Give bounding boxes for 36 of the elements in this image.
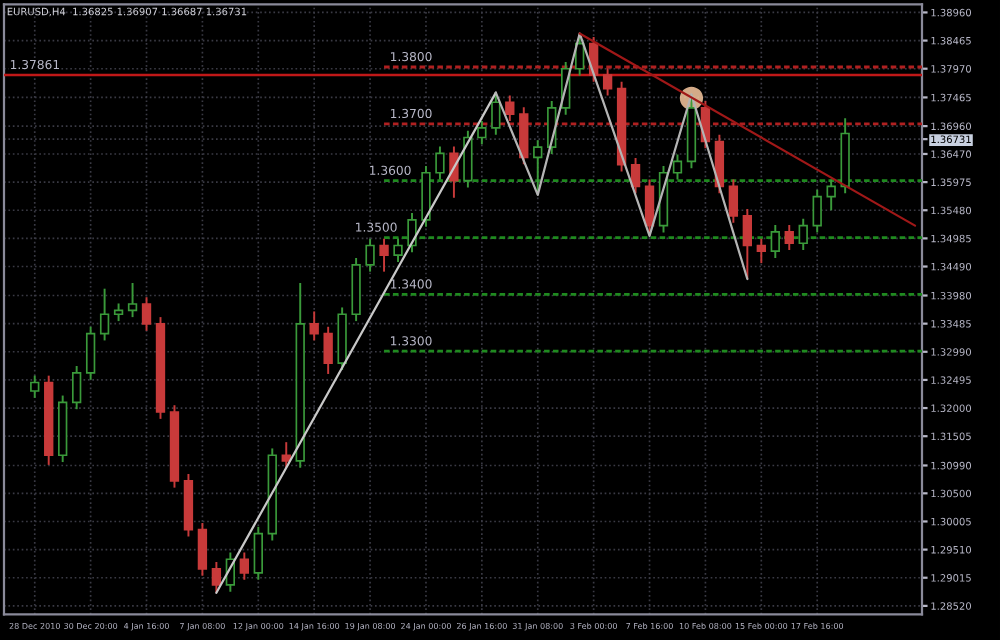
candlestick xyxy=(141,296,152,332)
candlestick xyxy=(602,67,613,97)
candlestick xyxy=(533,139,543,196)
candlestick xyxy=(812,188,822,234)
candlestick xyxy=(323,325,333,375)
candlestick xyxy=(435,145,445,181)
candlestick xyxy=(770,224,780,259)
candlestick xyxy=(477,120,487,146)
candlestick xyxy=(756,237,766,265)
candlestick xyxy=(672,153,683,181)
candlestick xyxy=(728,178,739,224)
candlestick xyxy=(239,551,250,581)
candlestick xyxy=(281,441,291,469)
candlestick xyxy=(379,237,389,273)
candlestick xyxy=(798,217,808,252)
candlestick xyxy=(309,310,319,342)
candlestick xyxy=(421,164,431,228)
candlestick xyxy=(505,94,515,122)
candlestick xyxy=(99,287,110,342)
candlestick xyxy=(393,237,403,263)
candlestick xyxy=(463,129,473,189)
candlestick xyxy=(826,178,836,212)
candlestick xyxy=(491,91,501,136)
candlestick xyxy=(365,237,375,273)
candlestick xyxy=(253,525,263,581)
candlestick xyxy=(85,325,96,381)
candlestick xyxy=(71,365,82,411)
candlestick xyxy=(197,521,208,577)
line-series xyxy=(494,32,749,281)
candlestick xyxy=(519,106,529,166)
candlestick xyxy=(211,561,222,594)
candlestick xyxy=(127,282,138,319)
candlestick xyxy=(30,374,40,399)
candlestick xyxy=(630,156,641,195)
candlestick xyxy=(742,208,753,280)
candlestick xyxy=(784,224,794,252)
